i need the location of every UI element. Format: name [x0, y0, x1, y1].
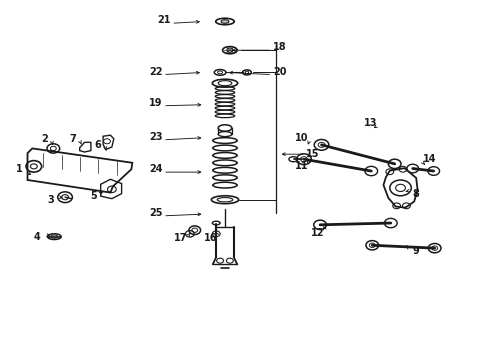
Text: 14: 14	[422, 154, 436, 164]
Text: 22: 22	[149, 67, 162, 77]
Text: 20: 20	[272, 67, 286, 77]
Text: 3: 3	[47, 195, 54, 205]
Text: 25: 25	[149, 208, 162, 218]
Text: 8: 8	[412, 189, 419, 199]
Text: 21: 21	[157, 15, 170, 26]
Text: 19: 19	[149, 98, 162, 108]
Text: 10: 10	[295, 133, 308, 143]
Text: 11: 11	[295, 161, 308, 171]
Text: 9: 9	[412, 246, 419, 256]
Text: 7: 7	[69, 134, 76, 144]
Text: 15: 15	[305, 149, 319, 159]
Text: 13: 13	[363, 118, 376, 128]
Text: 1: 1	[16, 164, 22, 174]
Ellipse shape	[221, 20, 228, 23]
Text: 23: 23	[149, 132, 162, 142]
Text: 17: 17	[174, 233, 187, 243]
Text: 2: 2	[41, 134, 48, 144]
Text: 5: 5	[90, 191, 97, 201]
Text: 16: 16	[203, 233, 217, 243]
Text: 24: 24	[149, 164, 162, 174]
Text: 18: 18	[272, 42, 286, 52]
Text: 4: 4	[34, 232, 41, 242]
Text: 6: 6	[95, 140, 102, 150]
Text: 12: 12	[310, 228, 324, 238]
